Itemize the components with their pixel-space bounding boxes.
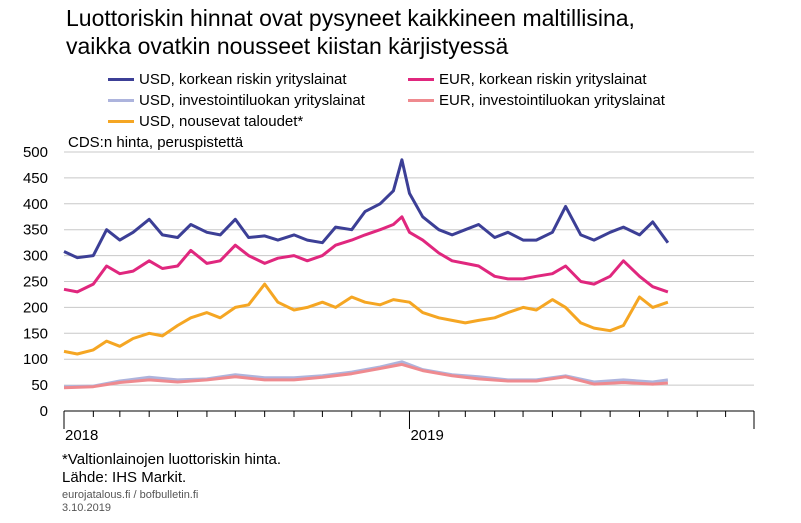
series-line-0 (63, 158, 670, 260)
footer-site: eurojatalous.fi / bofbulletin.fi (62, 489, 199, 501)
footnote-source: Lähde: IHS Markit. (62, 469, 187, 486)
series-line-4 (63, 282, 669, 356)
legend-item-usd-emerging-markets: USD, nousevat taloudet* (108, 112, 303, 131)
x-tick-label-2018: 2018 (65, 427, 98, 444)
legend-swatch-usd-investment-grade (108, 99, 134, 102)
series-line-1 (63, 215, 669, 294)
gridlines (64, 151, 754, 386)
y-tick-label-150: 150 (23, 325, 48, 342)
chart-title: Luottoriskin hinnat ovat pysyneet kaikki… (66, 4, 786, 60)
chart-title-line-1: Luottoriskin hinnat ovat pysyneet kaikki… (66, 5, 635, 31)
series-line-3 (63, 362, 669, 390)
legend-swatch-eur-high-yield (408, 78, 434, 81)
y-tick-label-450: 450 (23, 170, 48, 187)
legend-item-eur-investment-grade: EUR, investointiluokan yrityslainat (408, 91, 665, 110)
y-tick-label-300: 300 (23, 248, 48, 265)
y-axis-unit-label: CDS:n hinta, peruspistettä (68, 134, 244, 151)
legend-label-usd-high-yield: USD, korkean riskin yrityslainat (139, 71, 347, 88)
legend-swatch-usd-emerging-markets (108, 120, 134, 123)
y-tick-label-250: 250 (23, 274, 48, 291)
legend-label-usd-emerging-markets: USD, nousevat taloudet* (139, 113, 304, 130)
footnote: *Valtionlainojen luottoriskin hinta. Läh… (62, 451, 281, 487)
footer-date: 3.10.2019 (62, 502, 111, 514)
y-tick-label-400: 400 (23, 196, 48, 213)
y-tick-label-50: 50 (31, 377, 48, 394)
legend-label-eur-high-yield: EUR, korkean riskin yrityslainat (439, 71, 647, 88)
series-line-2 (63, 360, 669, 389)
y-tick-label-0: 0 (40, 403, 48, 420)
x-tick-label-2019: 2019 (410, 427, 443, 444)
legend-label-usd-investment-grade: USD, investointiluokan yrityslainat (139, 92, 365, 109)
y-tick-label-200: 200 (23, 299, 48, 316)
axes (63, 410, 755, 429)
legend-swatch-eur-investment-grade (408, 99, 434, 102)
legend-item-eur-high-yield: EUR, korkean riskin yrityslainat (408, 70, 647, 89)
y-tick-label-350: 350 (23, 222, 48, 239)
legend-item-usd-investment-grade: USD, investointiluokan yrityslainat (108, 91, 365, 110)
chart-title-line-2: vaikka ovatkin nousseet kiistan kärjisty… (66, 33, 509, 59)
y-tick-label-500: 500 (23, 144, 48, 161)
footnote-note: *Valtionlainojen luottoriskin hinta. (62, 451, 282, 468)
legend-label-eur-investment-grade: EUR, investointiluokan yrityslainat (439, 92, 665, 109)
series-lines (63, 158, 670, 390)
axis-tick-labels: 0 50 100 150 200 250 300 350 400 450 500 2018 2019 (23, 144, 444, 444)
legend-swatch-usd-high-yield (108, 78, 134, 81)
y-tick-label-100: 100 (23, 351, 48, 368)
footer: eurojatalous.fi / bofbulletin.fi 3.10.20… (62, 489, 198, 515)
legend-item-usd-high-yield: USD, korkean riskin yrityslainat (108, 70, 347, 89)
